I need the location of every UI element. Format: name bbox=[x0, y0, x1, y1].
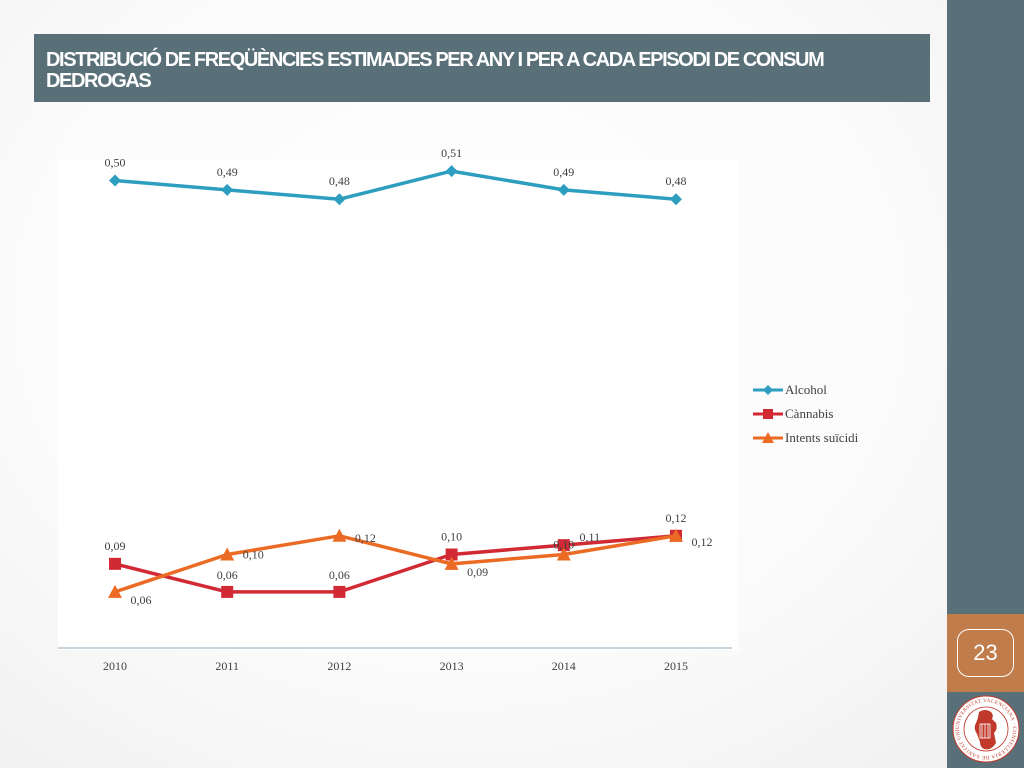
data-point-cannabis bbox=[557, 539, 570, 552]
series-line-alcohol bbox=[114, 169, 677, 201]
series-line-intents-suicidi bbox=[114, 534, 677, 594]
x-tick-label: 2010 bbox=[103, 659, 127, 673]
data-label-cannabis: 0,09 bbox=[105, 539, 126, 553]
page-number: 23 bbox=[973, 640, 998, 665]
line-chart: 0,50 0,49 0,48 0,51 0,49 0,48 0,09 0,06 0,06 0,10… bbox=[58, 146, 732, 673]
data-point-cannabis bbox=[445, 548, 458, 561]
data-label-cannabis: 0,06 bbox=[329, 568, 350, 582]
x-tick-label: 2014 bbox=[552, 659, 576, 673]
data-point-alcohol bbox=[333, 193, 346, 206]
data-label-intents-suicidi: 0,09 bbox=[467, 565, 488, 579]
legend-swatch-cannabis bbox=[753, 409, 783, 419]
legend-label: Cànnabis bbox=[785, 406, 834, 421]
x-tick-label: 2011 bbox=[215, 659, 239, 673]
legend-swatch-alcohol bbox=[753, 385, 783, 395]
legend-swatch-intents-suicidi bbox=[753, 432, 783, 443]
data-point-alcohol bbox=[109, 174, 121, 187]
x-tick-label: 2015 bbox=[664, 659, 688, 673]
data-point-intents-suicidi bbox=[220, 547, 235, 561]
data-point-cannabis bbox=[109, 557, 121, 570]
data-label-cannabis: 0,10 bbox=[441, 530, 462, 544]
data-point-alcohol bbox=[221, 183, 234, 196]
data-label-alcohol: 0,49 bbox=[553, 165, 574, 179]
data-point-intents-suicidi bbox=[669, 528, 683, 542]
data-label-intents-suicidi: 0,12 bbox=[692, 535, 713, 549]
data-point-cannabis bbox=[221, 585, 234, 598]
data-label-intents-suicidi: 0,10 bbox=[553, 538, 574, 552]
data-point-alcohol bbox=[670, 193, 682, 206]
data-label-alcohol: 0,49 bbox=[217, 165, 238, 179]
title-bar: DISTRIBUCIÓ DE FREQÜÈNCIES ESTIMADES PER… bbox=[34, 34, 930, 102]
data-label-alcohol: 0,50 bbox=[105, 156, 126, 170]
x-tick-label: 2013 bbox=[440, 659, 464, 673]
data-label-alcohol: 0,51 bbox=[441, 146, 462, 160]
data-label-intents-suicidi: 0,12 bbox=[355, 531, 376, 545]
legend-label: Alcohol bbox=[785, 382, 827, 397]
page-number-frame bbox=[957, 629, 1014, 677]
data-point-cannabis bbox=[333, 585, 346, 598]
data-label-cannabis: 0,06 bbox=[217, 568, 238, 582]
data-point-alcohol bbox=[557, 183, 570, 196]
data-label-intents-suicidi: 0,06 bbox=[131, 593, 152, 607]
data-point-intents-suicidi bbox=[332, 528, 347, 542]
x-tick-label: 2012 bbox=[327, 659, 351, 673]
data-point-intents-suicidi bbox=[444, 556, 459, 570]
series-line-cannabis bbox=[114, 534, 677, 594]
chart-area: 0,50 0,49 0,48 0,51 0,49 0,48 0,09 0,06 0,06 0,10… bbox=[58, 146, 738, 673]
data-point-intents-suicidi bbox=[556, 547, 571, 561]
legend-label: Intents suïcidi bbox=[785, 430, 859, 445]
data-label-cannabis: 0,12 bbox=[666, 511, 687, 525]
page-number-box: 23 bbox=[947, 614, 1024, 692]
data-point-alcohol bbox=[445, 165, 458, 178]
university-emblem-icon: UNIVERSITAT VALENCIANA · CONSELLERIA DE … bbox=[951, 694, 1020, 763]
data-label-alcohol: 0,48 bbox=[666, 174, 687, 188]
data-label-alcohol: 0,48 bbox=[329, 174, 350, 188]
data-point-intents-suicidi bbox=[108, 584, 122, 598]
data-label-cannabis: 0,11 bbox=[580, 530, 601, 544]
slide-title: DISTRIBUCIÓ DE FREQÜÈNCIES ESTIMADES PER… bbox=[46, 49, 825, 92]
data-label-intents-suicidi: 0,10 bbox=[243, 548, 264, 562]
